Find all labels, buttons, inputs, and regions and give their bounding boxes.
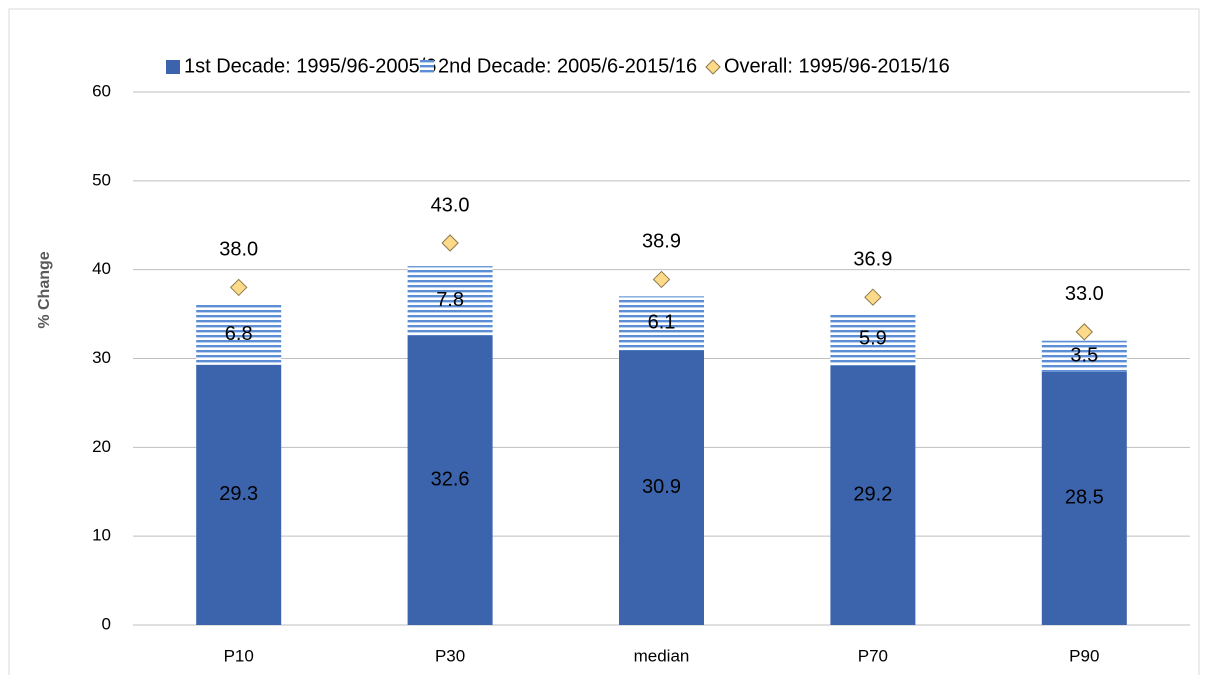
bar-segment — [196, 304, 282, 365]
data-label: 38.0 — [219, 239, 258, 261]
data-label: 7.8 — [436, 289, 464, 311]
overall-marker — [229, 278, 248, 297]
y-tick-label: 50 — [92, 170, 111, 189]
legend-label: Overall: 1995/96-2015/16 — [724, 55, 950, 77]
data-label: 5.9 — [859, 328, 887, 350]
y-tick-label: 0 — [102, 614, 111, 633]
x-tick-label: P10 — [224, 646, 254, 665]
data-label: 36.9 — [853, 248, 892, 270]
y-tick-label: 60 — [92, 81, 111, 100]
y-tick-label: 30 — [92, 348, 111, 367]
bar-segment — [1041, 371, 1127, 625]
legend-marker — [705, 59, 721, 75]
data-label: 30.9 — [642, 476, 681, 498]
data-label: 33.0 — [1065, 283, 1104, 305]
data-label: 43.0 — [431, 194, 470, 216]
y-tick-label: 40 — [92, 259, 111, 278]
bar-segment — [1041, 340, 1127, 372]
data-label: 38.9 — [642, 231, 681, 253]
chart-border — [8, 8, 1200, 680]
legend-marker — [166, 60, 180, 74]
x-tick-label: P70 — [858, 646, 888, 665]
data-label: 3.5 — [1070, 345, 1098, 367]
data-label: 32.6 — [431, 468, 470, 490]
bar-segment — [196, 364, 282, 625]
data-label: 28.5 — [1065, 487, 1104, 509]
y-tick-label: 20 — [92, 437, 111, 456]
data-label: 29.3 — [219, 483, 258, 505]
legend-label: 1st Decade: 1995/96-2005/6 — [184, 55, 436, 77]
overall-marker — [864, 288, 882, 306]
legend-label: 2nd Decade: 2005/6-2015/16 — [438, 55, 697, 77]
legend-marker — [420, 60, 434, 74]
bar-segment — [830, 313, 916, 366]
bar-segment — [619, 296, 704, 351]
data-label: 29.2 — [853, 484, 892, 506]
overall-marker — [652, 270, 671, 289]
bar-segment — [407, 266, 493, 336]
overall-marker — [1075, 323, 1094, 341]
y-tick-label: 10 — [92, 526, 111, 545]
data-label: 6.8 — [225, 323, 253, 345]
data-label: 6.1 — [648, 312, 676, 334]
x-tick-label: P30 — [435, 646, 465, 665]
overall-marker — [441, 234, 459, 252]
y-axis-title: % Change — [36, 251, 53, 328]
bar-segment — [830, 365, 916, 625]
x-tick-label: median — [634, 646, 690, 665]
bar-segment — [407, 335, 493, 625]
bar-segment — [619, 350, 704, 625]
x-tick-label: P90 — [1069, 646, 1099, 665]
